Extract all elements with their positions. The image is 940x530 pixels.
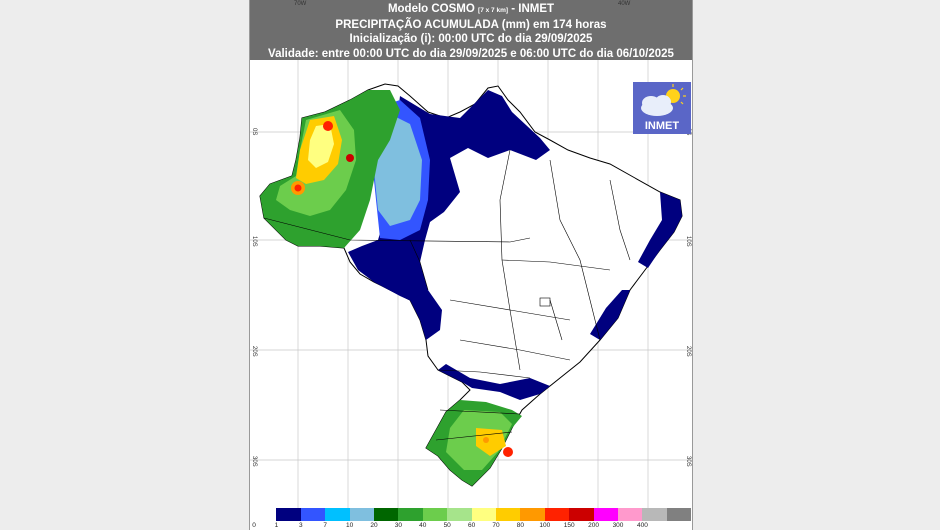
- map-header: Modelo COSMO [7 x 7 km] - INMET PRECIPIT…: [250, 0, 692, 60]
- legend-swatch: [569, 508, 594, 521]
- legend-swatch: [447, 508, 472, 521]
- cloud-sun-icon: [641, 84, 686, 116]
- model-org: - INMET: [511, 3, 555, 15]
- legend-label: 1: [274, 522, 279, 529]
- legend-swatch: [593, 508, 618, 521]
- legend-swatch: [325, 508, 350, 521]
- model-name: Modelo COSMO: [387, 3, 475, 15]
- lon-label-70w: 70W: [294, 1, 307, 7]
- state-boundaries: [263, 149, 631, 441]
- legend-swatch: [349, 508, 374, 521]
- legend-label: 200: [588, 522, 600, 529]
- logo-text: INMET: [644, 120, 680, 132]
- legend-label: 40: [419, 522, 427, 529]
- legend-swatch: [618, 508, 643, 521]
- lat-label-30s-left: 30S: [251, 456, 257, 467]
- header-line-title: PRECIPITAÇÃO ACUMULADA (mm) em 174 horas: [335, 19, 607, 32]
- legend-label: 300: [612, 522, 624, 529]
- lat-label-20s-left: 20S: [251, 346, 257, 357]
- legend-label: 50: [443, 522, 451, 529]
- lon-label-40w: 40W: [618, 1, 631, 7]
- lat-label-0s-left: 0S: [251, 128, 257, 136]
- lat-label-10s-left: 10S: [251, 236, 257, 247]
- legend-label: 7: [323, 522, 327, 529]
- legend-swatch: [300, 508, 326, 521]
- color-legend: 0 1 3 7 10 20 30 40 50 60 70 80 100 150 200 300 400: [250, 508, 692, 530]
- legend-swatch: [544, 508, 570, 521]
- legend-label: 0: [252, 522, 256, 529]
- legend-label: 60: [467, 522, 476, 529]
- precip-coast: [410, 192, 682, 400]
- forecast-panel: Modelo COSMO [7 x 7 km] - INMET PRECIPIT…: [249, 0, 693, 530]
- legend-swatch: [374, 508, 399, 521]
- precip-north: [260, 90, 550, 305]
- precip-south: [426, 400, 522, 486]
- model-resolution: [7 x 7 km]: [478, 7, 509, 14]
- lat-label-30s-right: 30S: [685, 456, 691, 467]
- federal-district: [539, 297, 551, 307]
- legend-label: 10: [345, 522, 354, 529]
- header-line-validity: Validade: entre 00:00 UTC do dia 29/09/2…: [268, 47, 674, 60]
- legend-swatch: [422, 508, 448, 521]
- legend-swatch: [642, 508, 667, 521]
- legend-swatch: [496, 508, 521, 521]
- legend-label: 70: [492, 522, 500, 529]
- inmet-logo: INMET: [633, 82, 691, 134]
- lat-label-10s-right: 10S: [685, 236, 691, 247]
- legend-swatch: [398, 508, 423, 521]
- legend-label: 100: [539, 522, 551, 529]
- legend-swatch: [666, 508, 692, 521]
- legend-label: 400: [636, 522, 648, 529]
- legend-swatch: [252, 508, 277, 521]
- legend-swatch: [471, 508, 496, 521]
- lat-label-20s-right: 20S: [685, 346, 691, 357]
- legend-label: 20: [370, 522, 378, 529]
- legend-swatch: [520, 508, 545, 521]
- header-line-model: Modelo COSMO [7 x 7 km] - INMET: [250, 2, 692, 18]
- legend-label: 3: [298, 522, 303, 529]
- legend-label: 150: [563, 522, 575, 529]
- legend-label: 30: [394, 522, 403, 529]
- legend-label: 80: [516, 522, 525, 529]
- legend-swatch: [276, 508, 301, 521]
- precipitation-map: [250, 60, 692, 508]
- header-line-init: Inicialização (i): 00:00 UTC do dia 29/0…: [349, 33, 593, 46]
